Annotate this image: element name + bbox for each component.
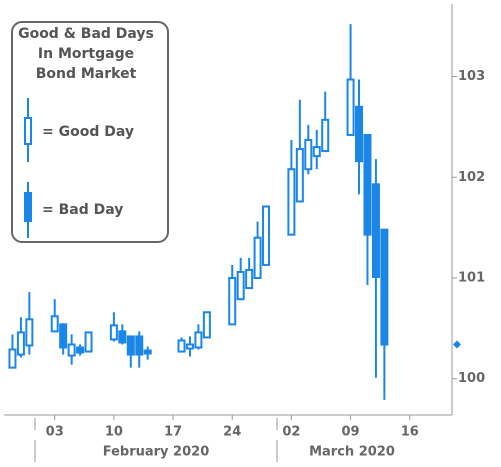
candle-body-up <box>194 331 203 349</box>
candle-body-down <box>126 335 135 356</box>
legend-up-icon <box>24 117 32 145</box>
candle-body-up <box>25 318 34 347</box>
y-tick-label: 101 <box>458 271 485 286</box>
candle-body-down <box>143 349 152 355</box>
legend-title: In Mortgage <box>38 46 134 62</box>
candle-body-up <box>304 138 313 171</box>
candle-body-down <box>380 228 389 346</box>
month-label: March 2020 <box>309 445 395 460</box>
candle-body-down <box>135 335 144 356</box>
legend-down-icon <box>24 192 32 222</box>
x-tick-label: 17 <box>164 425 182 440</box>
candle-body-down <box>371 183 380 278</box>
candle-body-up <box>253 236 262 280</box>
candle-body-up <box>84 331 93 353</box>
candle-body-up <box>295 148 304 203</box>
candle-body-up <box>321 118 330 153</box>
last-price-marker <box>453 340 461 349</box>
candle-body-up <box>67 343 76 357</box>
y-tick-label: 100 <box>458 371 485 386</box>
x-tick-label: 16 <box>401 425 419 440</box>
candle-body-up <box>109 324 118 341</box>
x-tick-label: 02 <box>282 425 300 440</box>
candle-body-up <box>236 270 245 301</box>
candle-body-down <box>355 105 364 163</box>
legend-title: Bond Market <box>36 66 137 82</box>
candle-body-up <box>185 343 194 350</box>
legend-title: Good & Bad Days <box>18 26 154 42</box>
x-tick-label: 24 <box>223 425 241 440</box>
candle-body-down <box>363 133 372 236</box>
candle-body-up <box>177 339 186 353</box>
y-tick-label: 103 <box>458 69 485 84</box>
candle-body-up <box>287 168 296 236</box>
y-tick-label: 102 <box>458 170 485 185</box>
x-tick-label: 10 <box>105 425 123 440</box>
candle-body-up <box>312 146 321 158</box>
x-tick-label: 09 <box>342 425 360 440</box>
candle-body-up <box>50 315 59 333</box>
candle-body-down <box>118 330 127 344</box>
legend-label: = Good Day <box>42 124 134 140</box>
x-tick-label: 03 <box>46 425 64 440</box>
candle-body-up <box>202 311 211 339</box>
candle-body-up <box>262 205 271 266</box>
legend-box <box>11 21 169 243</box>
candle-body-up <box>346 78 355 136</box>
month-label: February 2020 <box>103 445 210 460</box>
candle-body-down <box>59 323 68 349</box>
candle-body-up <box>228 277 237 326</box>
legend-label: = Bad Day <box>42 202 123 218</box>
candle-body-down <box>76 346 85 354</box>
candle-body-up <box>16 331 25 356</box>
candle-body-up <box>8 348 17 369</box>
candle-body-up <box>245 268 254 290</box>
